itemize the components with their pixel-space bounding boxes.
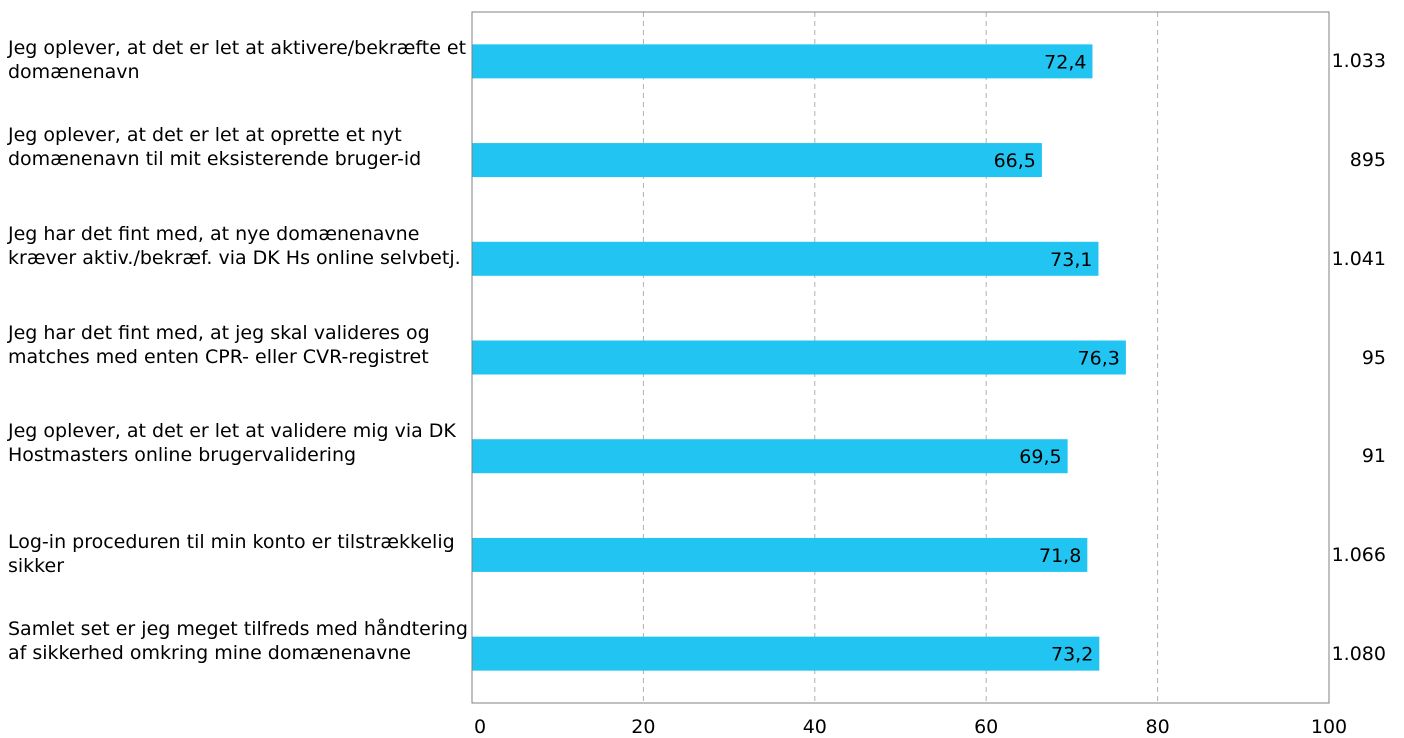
x-tick-label: 80 [1146,716,1170,738]
count-label: 1.080 [1331,642,1386,665]
category-label: Jeg oplever, at det er let at oprette et… [8,124,422,171]
x-tick-label: 0 [474,716,486,738]
bar [472,439,1068,474]
bar-value-label: 72,4 [1044,51,1086,73]
bar-value-label: 71,8 [1039,545,1081,567]
category-label: Jeg har det fint med, at jeg skal valide… [8,321,430,368]
bars: 72,4 66,5 73,1 76,3 69,5 71,8 73,2 [472,44,1126,671]
bar [472,340,1126,375]
bar-value-label: 76,3 [1078,348,1120,370]
count-label: 1.066 [1331,543,1386,566]
plot-frame [471,11,1330,704]
category-label: Jeg oplever, at det er let at aktivere/b… [8,37,467,84]
x-tick-label: 100 [1311,716,1347,738]
bar-value-label: 66,5 [994,150,1036,172]
count-label: 1.033 [1331,50,1386,73]
count-label: 95 [1361,346,1386,369]
bar-value-label: 69,5 [1019,446,1061,468]
bar [472,44,1093,79]
bar-value-label: 73,1 [1050,249,1092,271]
category-label: Jeg oplever, at det er let at validere m… [8,420,456,467]
bar [472,636,1100,671]
x-axis-ticks: 0 20 40 60 80 100 [474,716,1347,738]
category-label: Jeg har det fint med, at nye domænenavne… [8,222,461,269]
x-tick-label: 40 [803,716,827,738]
x-tick-label: 20 [631,716,655,738]
bar [472,537,1088,572]
bar [472,241,1099,276]
bar-value-label: 73,2 [1051,644,1093,666]
count-label: 91 [1361,445,1386,468]
bar [472,143,1042,178]
x-tick-label: 60 [974,716,998,738]
count-label: 1.041 [1331,247,1386,270]
category-label: Samlet set er jeg meget tilfreds med hån… [8,617,468,664]
category-label: Log-in proceduren til min konto er tilst… [8,530,455,577]
count-label: 895 [1349,149,1386,172]
